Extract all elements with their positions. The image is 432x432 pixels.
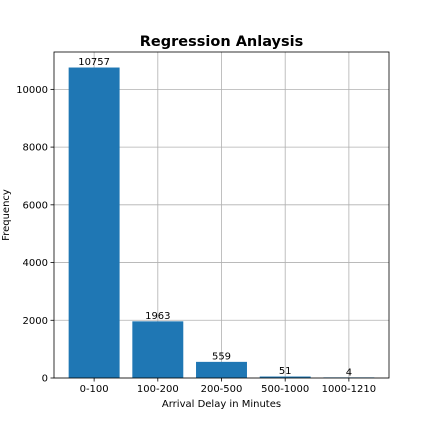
data-labels: 10757 1963 559 51 4 (78, 57, 352, 378)
bar-value-label: 559 (212, 351, 231, 362)
bar-value-label: 51 (279, 366, 292, 377)
y-tick-label: 4000 (23, 258, 48, 269)
bar-value-label: 1963 (145, 311, 170, 322)
bar-series (68, 67, 375, 379)
bar-500-1000 (259, 376, 311, 378)
x-tick-label: 1000-1210 (322, 384, 377, 395)
y-tick-label: 0 (42, 374, 48, 385)
y-axis-label: Frequency (1, 189, 12, 241)
bar-200-500 (196, 361, 247, 378)
x-tick-label: 100-200 (137, 384, 179, 395)
y-tick-label: 2000 (23, 316, 48, 327)
y-axis-ticks: 0 2000 4000 6000 8000 10000 (16, 85, 54, 385)
bar-value-label: 10757 (78, 57, 110, 68)
x-tick-label: 500-1000 (261, 384, 309, 395)
y-tick-label: 6000 (23, 200, 48, 211)
x-tick-label: 200-500 (201, 384, 243, 395)
x-axis-label: Arrival Delay in Minutes (162, 399, 281, 410)
y-tick-label: 10000 (16, 85, 48, 96)
x-axis-ticks: 0-100 100-200 200-500 500-1000 1000-1210 (80, 378, 377, 395)
x-tick-label: 0-100 (80, 384, 109, 395)
bar-value-label: 4 (346, 367, 352, 378)
bar-0-100 (68, 67, 120, 379)
chart-title: Regression Anlaysis (140, 34, 303, 50)
y-tick-label: 8000 (23, 143, 48, 154)
bar-100-200 (132, 321, 184, 378)
